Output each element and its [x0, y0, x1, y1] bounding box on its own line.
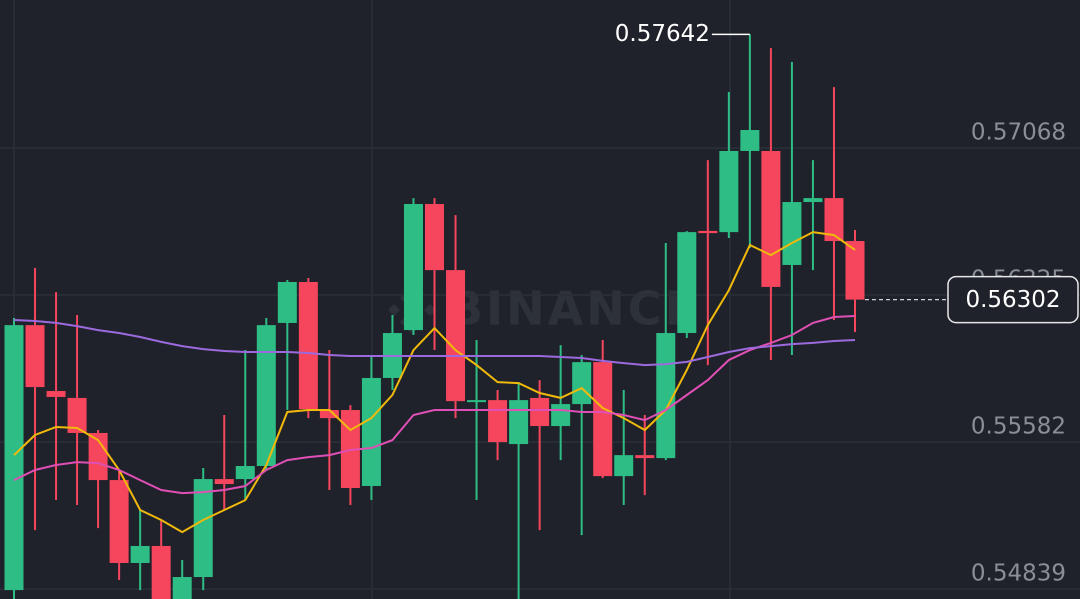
candle-body: [551, 404, 571, 427]
candle-body: [635, 455, 655, 459]
candle-body: [509, 400, 529, 445]
y-tick-label: 0.54839: [971, 561, 1066, 587]
candle-body: [214, 479, 234, 485]
candle-body: [193, 479, 213, 578]
candle-body: [845, 241, 865, 300]
watermark-logo: [388, 286, 436, 334]
candle-body: [761, 150, 781, 287]
candle-body: [530, 397, 550, 427]
candle-body: [593, 362, 613, 477]
candle-body: [740, 130, 760, 151]
watermark: BINANCE: [388, 282, 699, 336]
candle-body: [677, 232, 697, 334]
candle-body: [824, 198, 844, 242]
candle-body: [235, 466, 255, 480]
price-box: [947, 275, 1079, 324]
candle-body: [572, 362, 592, 405]
moving-average-line: [13, 319, 856, 367]
moving-average-line: [13, 231, 856, 534]
candle-body: [46, 391, 66, 397]
candle-body: [698, 230, 718, 234]
candle-body: [319, 410, 339, 419]
candle-body: [803, 198, 823, 203]
candle-body: [467, 400, 487, 403]
y-tick-label: 0.55582: [971, 414, 1066, 440]
candle-body: [614, 455, 634, 477]
candle-body: [67, 397, 87, 433]
candle-body: [488, 400, 508, 443]
candle-body: [277, 281, 297, 323]
candle-body: [25, 325, 45, 388]
candle-body: [719, 150, 739, 233]
price-label: 0.56302: [965, 287, 1060, 313]
candle-body: [256, 325, 276, 467]
candle-body: [109, 480, 129, 563]
candle-body: [172, 577, 192, 599]
candle-body: [361, 377, 381, 487]
candle-body: [446, 270, 466, 402]
moving-average-line: [13, 315, 856, 495]
candle-body: [403, 204, 423, 331]
candle-body: [151, 545, 171, 599]
watermark-text: BINANCE: [448, 282, 699, 336]
candle-body: [425, 204, 444, 271]
candle-body: [298, 281, 318, 410]
candle-body: [130, 545, 150, 563]
high-label: 0.57642: [615, 21, 710, 47]
y-tick-label: 0.57068: [971, 120, 1066, 146]
candle-body: [88, 432, 108, 481]
candle-body: [4, 325, 24, 591]
candle-body: [782, 202, 802, 265]
